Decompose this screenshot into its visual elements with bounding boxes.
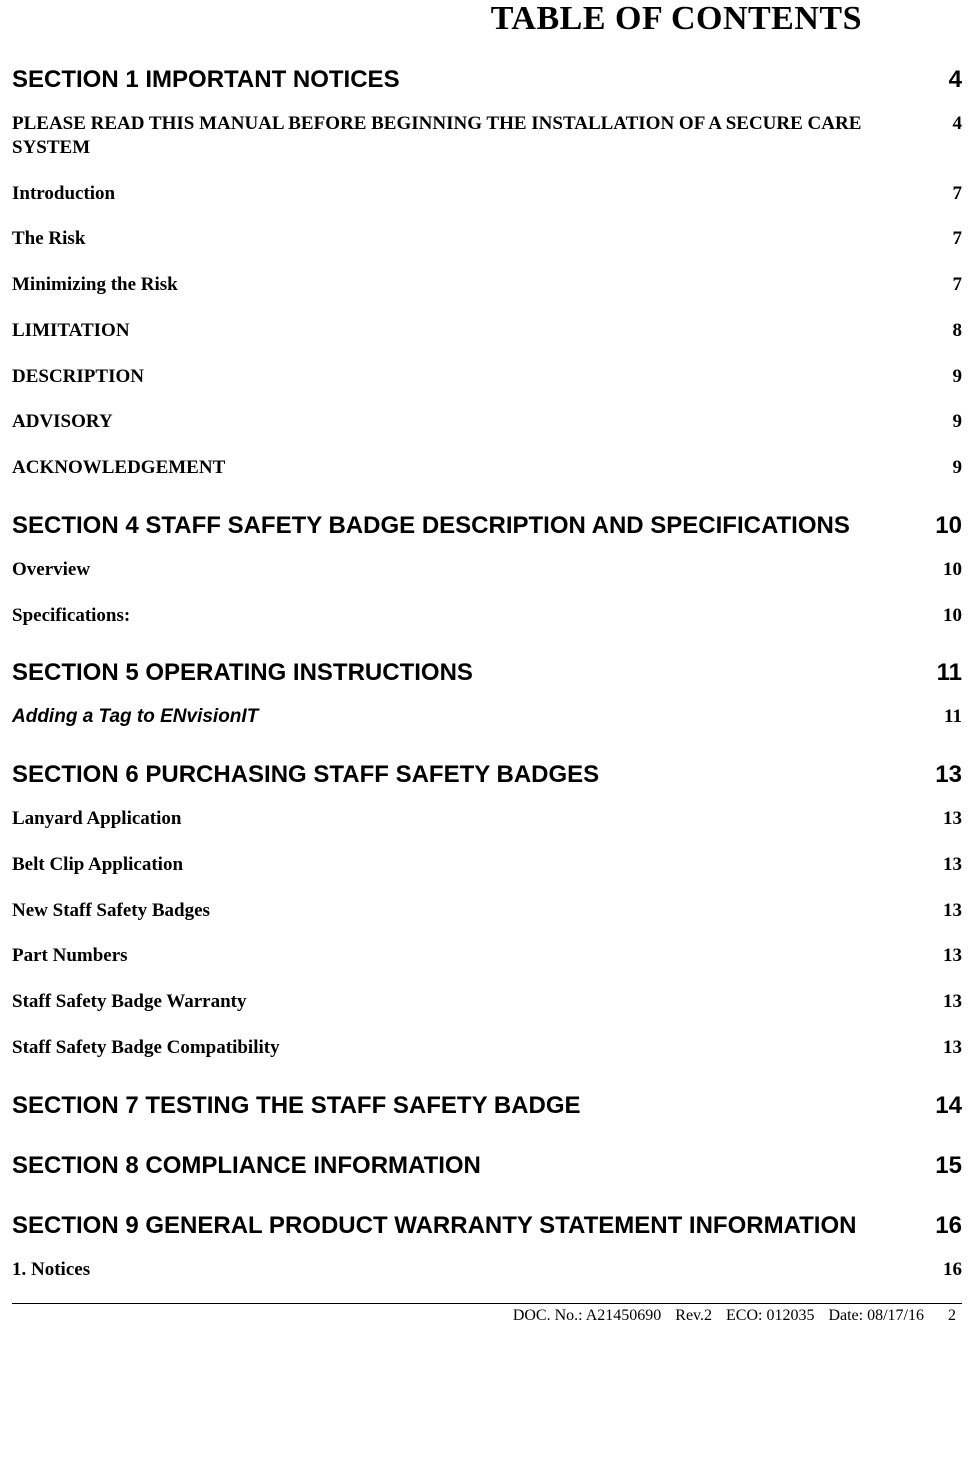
toc-entry-page: 9 <box>953 365 963 389</box>
toc-entry-label: Minimizing the Risk <box>12 273 953 297</box>
toc-entry-page: 10 <box>943 604 962 628</box>
footer-date: Date: 08/17/16 <box>828 1307 924 1325</box>
document-page: TABLE OF CONTENTS SECTION 1 IMPORTANT NO… <box>0 0 974 1464</box>
toc-entry-page: 11 <box>944 705 962 729</box>
toc-section: SECTION 4 STAFF SAFETY BADGE DESCRIPTION… <box>12 512 962 540</box>
toc-entry-label: Introduction <box>12 182 953 206</box>
toc-section: SECTION 5 OPERATING INSTRUCTIONS 11 <box>12 659 962 687</box>
toc-entry-page: 13 <box>943 1036 962 1060</box>
toc-entry-page: 13 <box>943 944 962 968</box>
toc-entry-label: Part Numbers <box>12 944 943 968</box>
toc-sub: ADVISORY 9 <box>12 410 962 434</box>
toc-sub: 1. Notices 16 <box>12 1258 962 1282</box>
toc-entry-label: SECTION 5 OPERATING INSTRUCTIONS <box>12 659 937 687</box>
toc-entry-page: 4 <box>949 66 962 94</box>
toc-sub: New Staff Safety Badges 13 <box>12 899 962 923</box>
toc-entry-label: SECTION 9 GENERAL PRODUCT WARRANTY STATE… <box>12 1212 935 1240</box>
toc-entry-page: 9 <box>953 456 963 480</box>
toc-entry-label: LIMITATION <box>12 319 953 343</box>
toc-entry-page: 9 <box>953 410 963 434</box>
toc-section: SECTION 7 TESTING THE STAFF SAFETY BADGE… <box>12 1092 962 1120</box>
toc-sub: Belt Clip Application 13 <box>12 853 962 877</box>
toc-entry-page: 11 <box>937 659 962 687</box>
toc-entry-label: Lanyard Application <box>12 807 943 831</box>
toc-entry-page: 13 <box>943 853 962 877</box>
footer: DOC. No.: A21450690 Rev.2 ECO: 012035 Da… <box>12 1304 962 1325</box>
toc-sub: Part Numbers 13 <box>12 944 962 968</box>
toc-entry-label: SECTION 1 IMPORTANT NOTICES <box>12 66 949 94</box>
toc-entry-label: DESCRIPTION <box>12 365 953 389</box>
toc-entry-label: SECTION 4 STAFF SAFETY BADGE DESCRIPTION… <box>12 512 935 540</box>
toc-entry-page: 16 <box>935 1212 962 1240</box>
toc-entry-page: 13 <box>943 899 962 923</box>
footer-eco: ECO: 012035 <box>726 1307 814 1325</box>
footer-rev: Rev.2 <box>675 1307 712 1325</box>
toc-sub: DESCRIPTION 9 <box>12 365 962 389</box>
toc-entry-label: PLEASE READ THIS MANUAL BEFORE BEGINNING… <box>12 112 953 160</box>
toc-sub: PLEASE READ THIS MANUAL BEFORE BEGINNING… <box>12 112 962 160</box>
toc-sub: Staff Safety Badge Warranty 13 <box>12 990 962 1014</box>
toc-entry-label: New Staff Safety Badges <box>12 899 943 923</box>
toc-entry-label: ADVISORY <box>12 410 953 434</box>
toc-entry-page: 13 <box>943 807 962 831</box>
toc-entry-page: 13 <box>943 990 962 1014</box>
toc-entry-page: 15 <box>935 1152 962 1180</box>
toc-sub: Staff Safety Badge Compatibility 13 <box>12 1036 962 1060</box>
footer-doc-no: DOC. No.: A21450690 <box>513 1307 661 1325</box>
toc-sub: Minimizing the Risk 7 <box>12 273 962 297</box>
footer-page-number: 2 <box>948 1307 956 1325</box>
toc-entry-label: Specifications: <box>12 604 943 628</box>
toc-entry-label: Staff Safety Badge Warranty <box>12 990 943 1014</box>
toc-section: SECTION 6 PURCHASING STAFF SAFETY BADGES… <box>12 761 962 789</box>
toc-entry-page: 10 <box>943 558 962 582</box>
toc-entry-label: Belt Clip Application <box>12 853 943 877</box>
toc-body: SECTION 1 IMPORTANT NOTICES 4 PLEASE REA… <box>12 66 962 1281</box>
toc-entry-label: ACKNOWLEDGEMENT <box>12 456 953 480</box>
toc-entry-label: SECTION 8 COMPLIANCE INFORMATION <box>12 1152 935 1180</box>
toc-sub: Adding a Tag to ENvisionIT 11 <box>12 705 962 729</box>
toc-section: SECTION 9 GENERAL PRODUCT WARRANTY STATE… <box>12 1212 962 1240</box>
toc-entry-label: 1. Notices <box>12 1258 943 1282</box>
toc-entry-label: Staff Safety Badge Compatibility <box>12 1036 943 1060</box>
toc-sub: Specifications: 10 <box>12 604 962 628</box>
toc-sub: The Risk 7 <box>12 227 962 251</box>
toc-sub: Lanyard Application 13 <box>12 807 962 831</box>
toc-entry-page: 4 <box>953 112 963 136</box>
page-title: TABLE OF CONTENTS <box>12 0 962 38</box>
toc-sub: LIMITATION 8 <box>12 319 962 343</box>
toc-entry-label: The Risk <box>12 227 953 251</box>
toc-sub: Introduction 7 <box>12 182 962 206</box>
toc-entry-page: 7 <box>953 227 963 251</box>
toc-entry-page: 8 <box>953 319 963 343</box>
toc-sub: Overview 10 <box>12 558 962 582</box>
toc-entry-page: 14 <box>935 1092 962 1120</box>
toc-entry-page: 13 <box>935 761 962 789</box>
toc-entry-label: Adding a Tag to ENvisionIT <box>12 705 944 729</box>
toc-sub: ACKNOWLEDGEMENT 9 <box>12 456 962 480</box>
toc-entry-page: 10 <box>935 512 962 540</box>
toc-entry-page: 7 <box>953 182 963 206</box>
toc-section: SECTION 1 IMPORTANT NOTICES 4 <box>12 66 962 94</box>
toc-entry-page: 16 <box>943 1258 962 1282</box>
toc-entry-page: 7 <box>953 273 963 297</box>
toc-entry-label: Overview <box>12 558 943 582</box>
toc-section: SECTION 8 COMPLIANCE INFORMATION 15 <box>12 1152 962 1180</box>
toc-entry-label: SECTION 7 TESTING THE STAFF SAFETY BADGE <box>12 1092 935 1120</box>
toc-entry-label: SECTION 6 PURCHASING STAFF SAFETY BADGES <box>12 761 935 789</box>
